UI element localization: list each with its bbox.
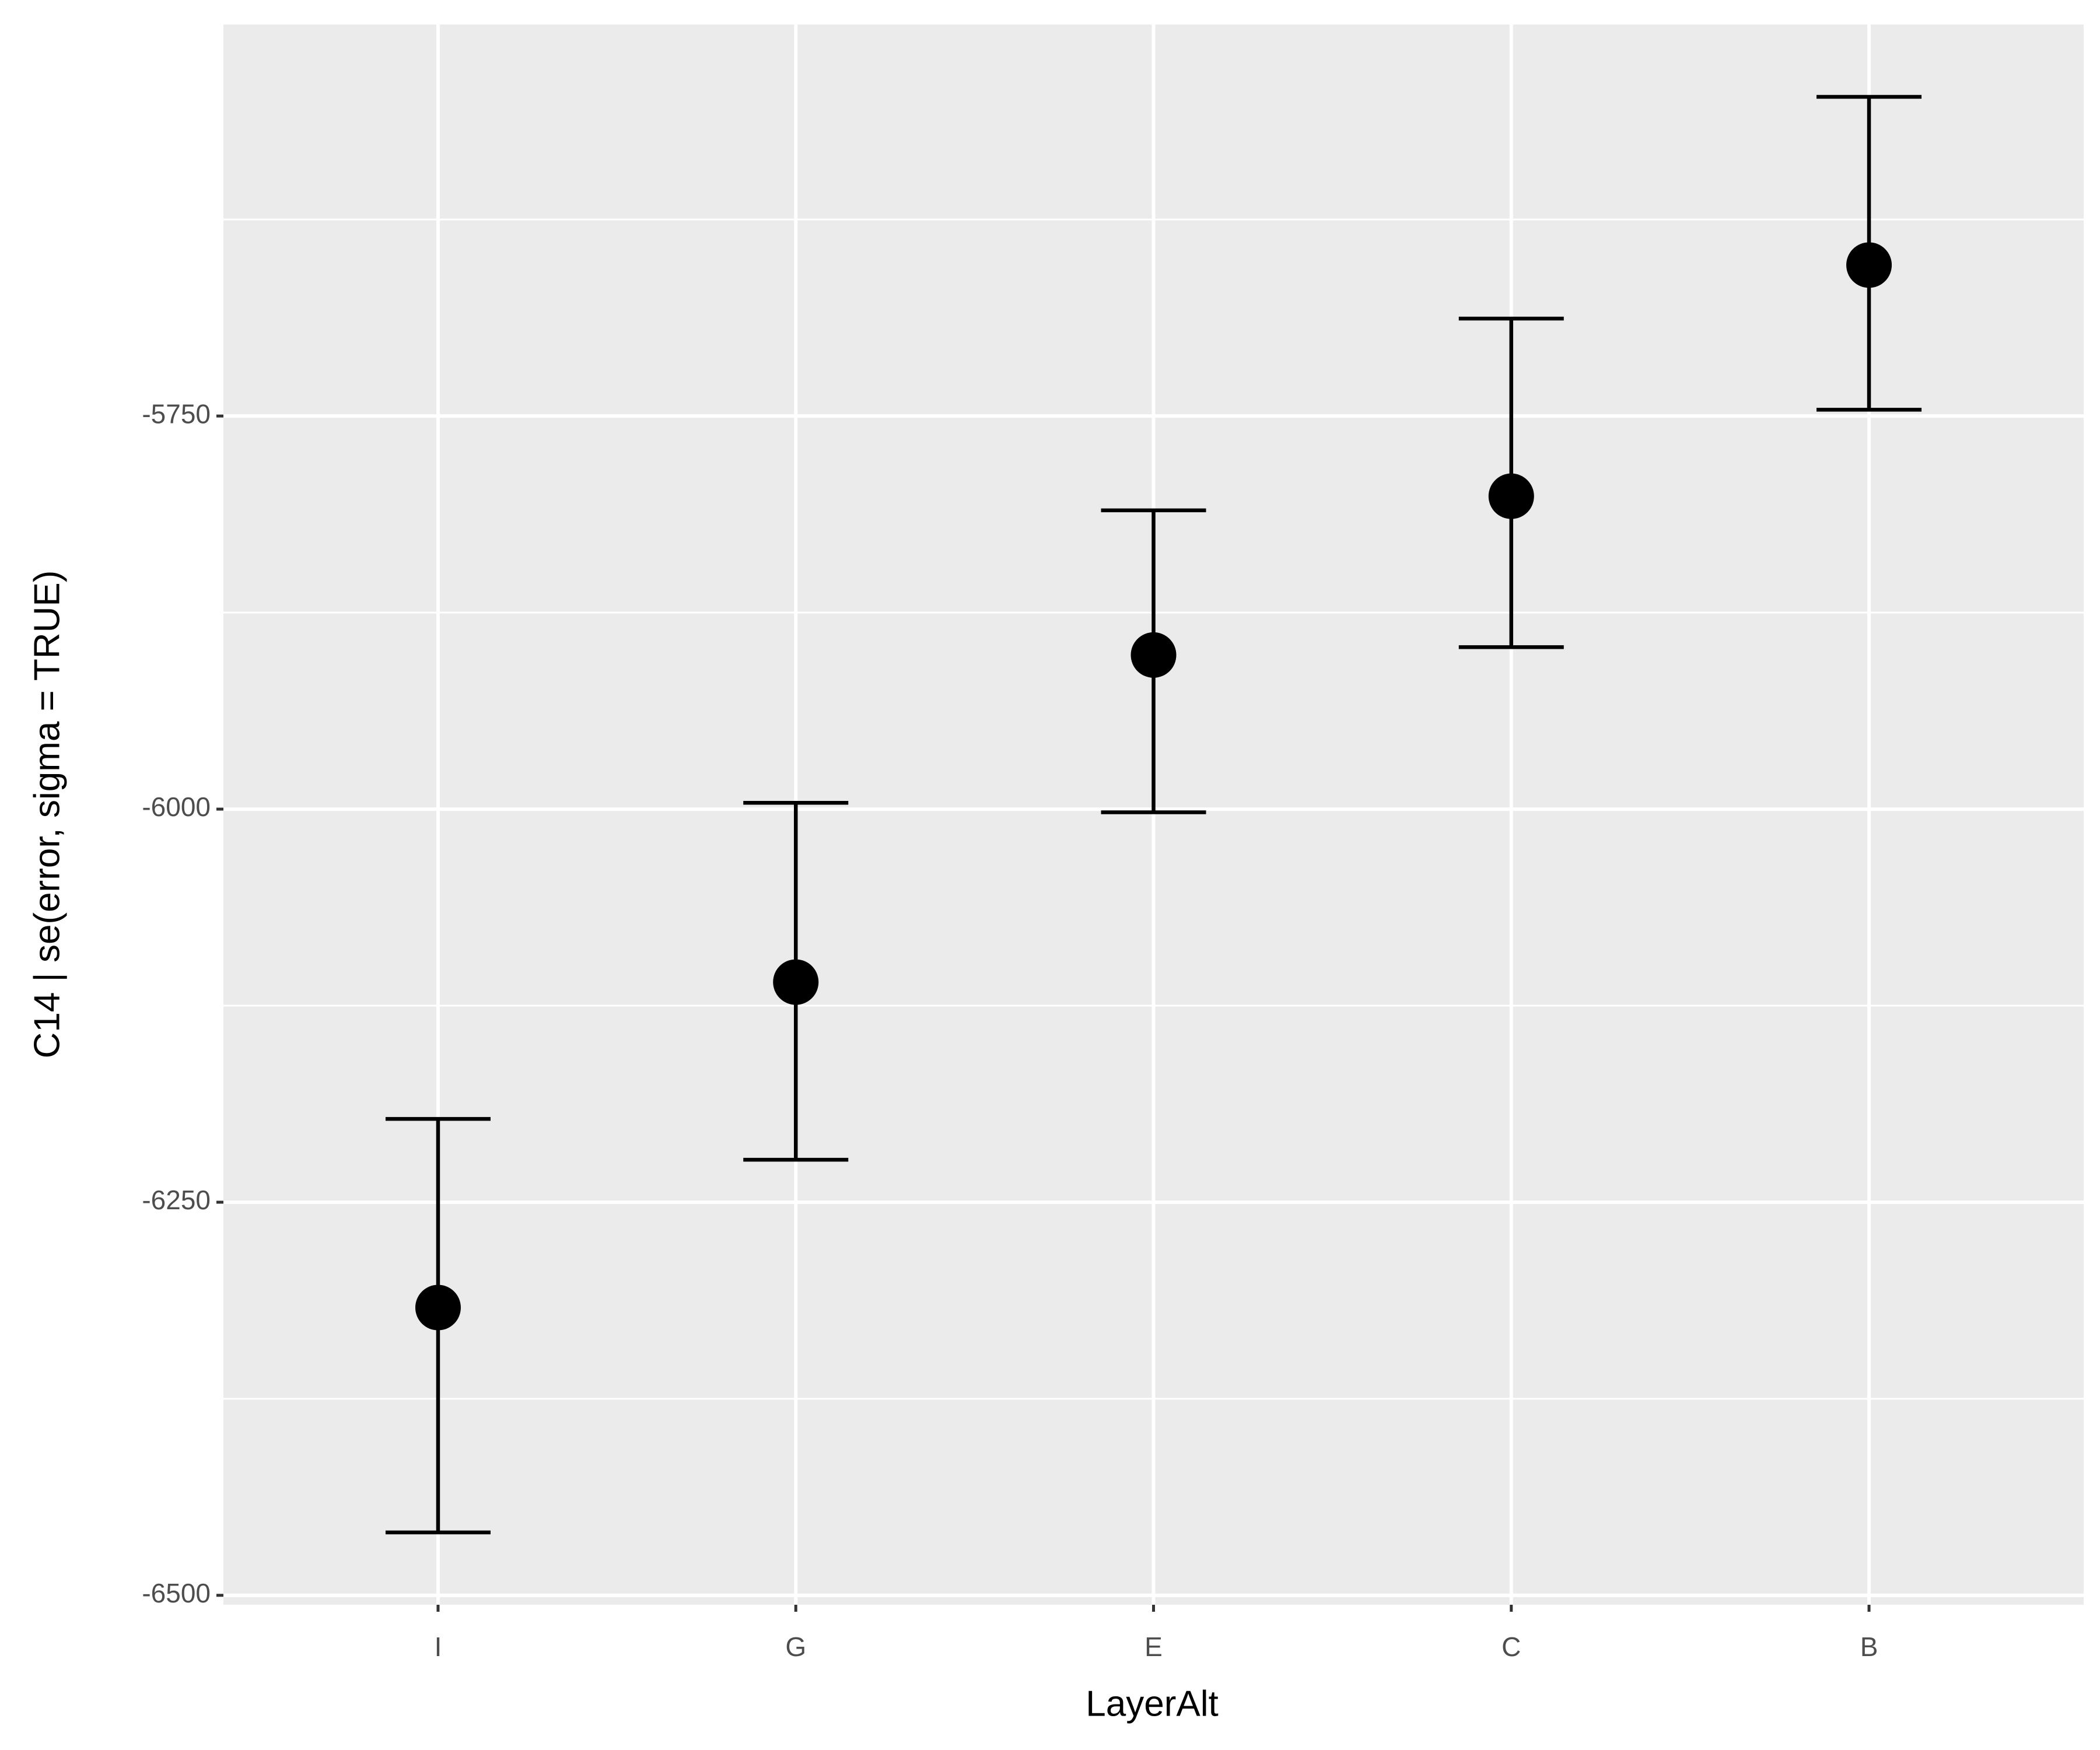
x-axis-title: LayerAlt xyxy=(1086,1684,1218,1724)
point xyxy=(1846,242,1892,288)
y-tick-label: -6500 xyxy=(142,1578,211,1608)
y-axis-title: C14 | se(error, sigma = TRUE) xyxy=(27,570,67,1059)
x-tick-label: I xyxy=(435,1632,442,1662)
point xyxy=(415,1284,461,1331)
y-tick-label: -6000 xyxy=(142,792,211,822)
point xyxy=(1130,632,1177,678)
x-tick-label: C xyxy=(1502,1632,1521,1662)
x-tick-label: G xyxy=(785,1632,806,1662)
point xyxy=(1488,473,1534,519)
x-tick-label: B xyxy=(1860,1632,1878,1662)
y-tick-label: -6250 xyxy=(142,1185,211,1215)
point xyxy=(773,959,819,1005)
x-tick-label: E xyxy=(1144,1632,1163,1662)
y-tick-label: -5750 xyxy=(142,398,211,429)
